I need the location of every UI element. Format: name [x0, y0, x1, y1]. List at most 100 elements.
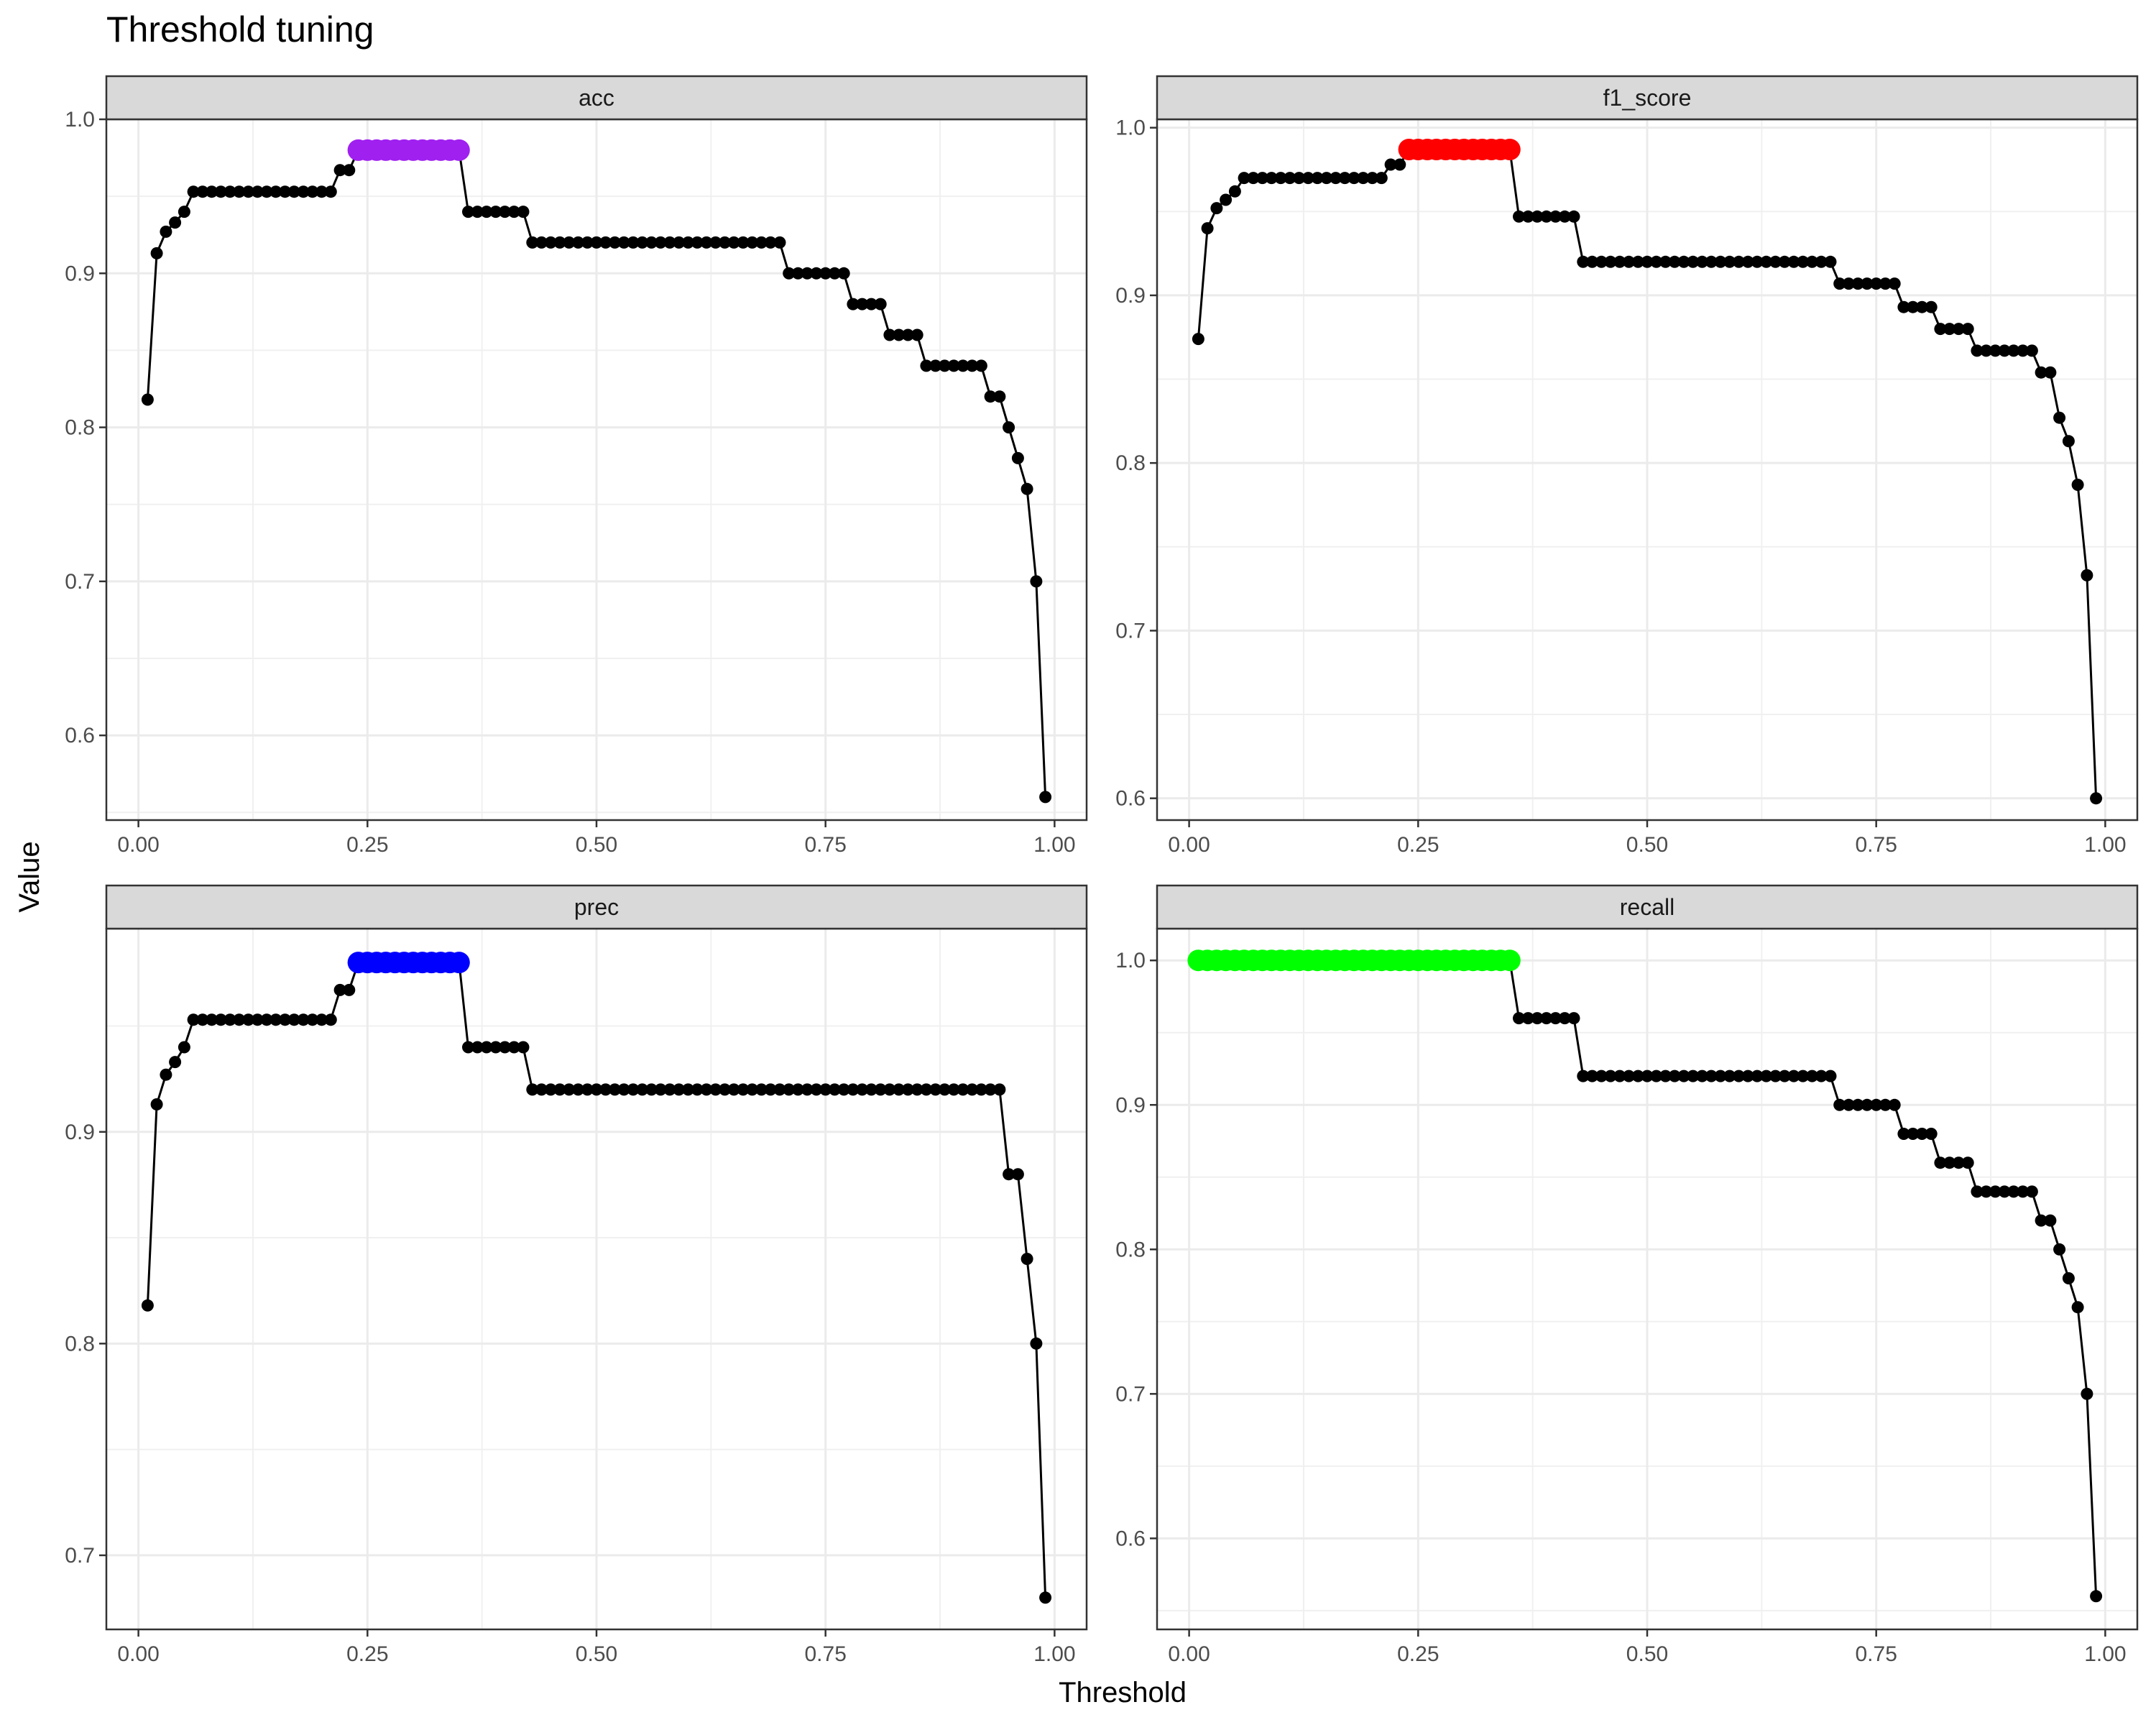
y-tick-label: 0.8 [1115, 451, 1146, 475]
data-point [1247, 172, 1260, 185]
data-point [1961, 1156, 1974, 1169]
data-point [1366, 172, 1379, 185]
data-point [947, 359, 960, 372]
data-point [1623, 255, 1635, 268]
data-point [1687, 255, 1700, 268]
data-point [673, 236, 686, 249]
data-point [2071, 1301, 2084, 1314]
data-point [1021, 482, 1033, 495]
data-point [893, 328, 906, 341]
data-point [984, 1083, 997, 1096]
data-point [719, 1083, 731, 1096]
x-tick-label: 1.00 [2084, 1642, 2126, 1666]
data-point [2035, 1214, 2047, 1227]
data-point [901, 328, 914, 341]
data-point [700, 1083, 713, 1096]
data-point [535, 236, 548, 249]
data-point [1741, 255, 1754, 268]
y-tick-label: 0.6 [65, 724, 95, 748]
data-point [975, 1083, 987, 1096]
data-point [480, 1041, 493, 1054]
data-point [1220, 193, 1233, 206]
data-point [636, 1083, 649, 1096]
data-point [1952, 323, 1965, 336]
data-point [645, 1083, 658, 1096]
data-point [499, 206, 511, 218]
data-point [1641, 255, 1654, 268]
data-point [966, 359, 979, 372]
data-point [333, 164, 346, 177]
x-tick-label: 0.25 [1397, 833, 1439, 857]
facet-strip [105, 884, 1088, 930]
y-tick-label: 0.9 [65, 1121, 95, 1144]
data-point [1696, 255, 1708, 268]
data-point [1668, 255, 1681, 268]
data-point [746, 1083, 759, 1096]
data-point [251, 1013, 264, 1026]
data-point [1586, 1070, 1598, 1082]
data-point [1769, 1070, 1782, 1082]
data-point [2017, 344, 2030, 357]
data-point [1003, 1168, 1015, 1181]
data-point [233, 185, 246, 198]
x-tick-label: 0.75 [1855, 1642, 1897, 1666]
data-point [2025, 344, 2038, 357]
data-point [1513, 1012, 1525, 1025]
data-point [187, 1013, 200, 1026]
data-point [1577, 255, 1590, 268]
data-point [957, 1083, 969, 1096]
data-point [773, 1083, 786, 1096]
data-point [333, 983, 346, 996]
data-point [1733, 1070, 1745, 1082]
data-point [2062, 435, 2075, 448]
data-point [1824, 1070, 1837, 1082]
data-point [260, 1013, 273, 1026]
data-point [2044, 366, 2057, 379]
data-point [801, 1083, 814, 1096]
data-point [2017, 1185, 2030, 1198]
data-point [1897, 300, 1910, 313]
data-point [1631, 1070, 1644, 1082]
data-point [1705, 1070, 1718, 1082]
data-point [1201, 222, 1214, 235]
data-point [1320, 172, 1333, 185]
data-point [150, 247, 163, 259]
data-point [1915, 1128, 1928, 1140]
data-point [1760, 1070, 1773, 1082]
data-point [1998, 344, 2011, 357]
y-tick-label: 0.7 [65, 570, 95, 594]
y-axis-title: Value [14, 841, 45, 912]
data-point [251, 185, 264, 198]
data-point [1943, 1156, 1956, 1169]
data-point [691, 236, 704, 249]
data-point [324, 185, 337, 198]
data-point [2025, 1185, 2038, 1198]
y-tick-label: 1.0 [1115, 116, 1146, 140]
data-point [187, 185, 200, 198]
data-point [1687, 1070, 1700, 1082]
data-point [654, 1083, 667, 1096]
data-point [1842, 1098, 1855, 1111]
data-point [1888, 277, 1901, 290]
data-point [1961, 323, 1974, 336]
data-point [663, 236, 676, 249]
data-point [1228, 185, 1241, 198]
data-point [709, 236, 722, 249]
data-point [1604, 255, 1617, 268]
data-point [1659, 1070, 1672, 1082]
data-point [801, 267, 814, 280]
data-point [682, 236, 694, 249]
x-tick-label: 1.00 [2084, 833, 2126, 857]
data-point [563, 236, 576, 249]
data-point [471, 206, 484, 218]
data-point [1513, 210, 1525, 223]
data-point [2090, 792, 2103, 805]
facet-acc: acc 0.00 0.25 0.50 0.75 1.00 0.6 0.7 0.8 0.9 1.0 [65, 75, 1088, 857]
data-point [1851, 1098, 1864, 1111]
data-point [535, 1083, 548, 1096]
data-point [883, 1083, 896, 1096]
data-point [1769, 255, 1782, 268]
data-point [1549, 1012, 1562, 1025]
facet-strip-label: f1_score [1603, 85, 1692, 111]
data-point [297, 1013, 310, 1026]
